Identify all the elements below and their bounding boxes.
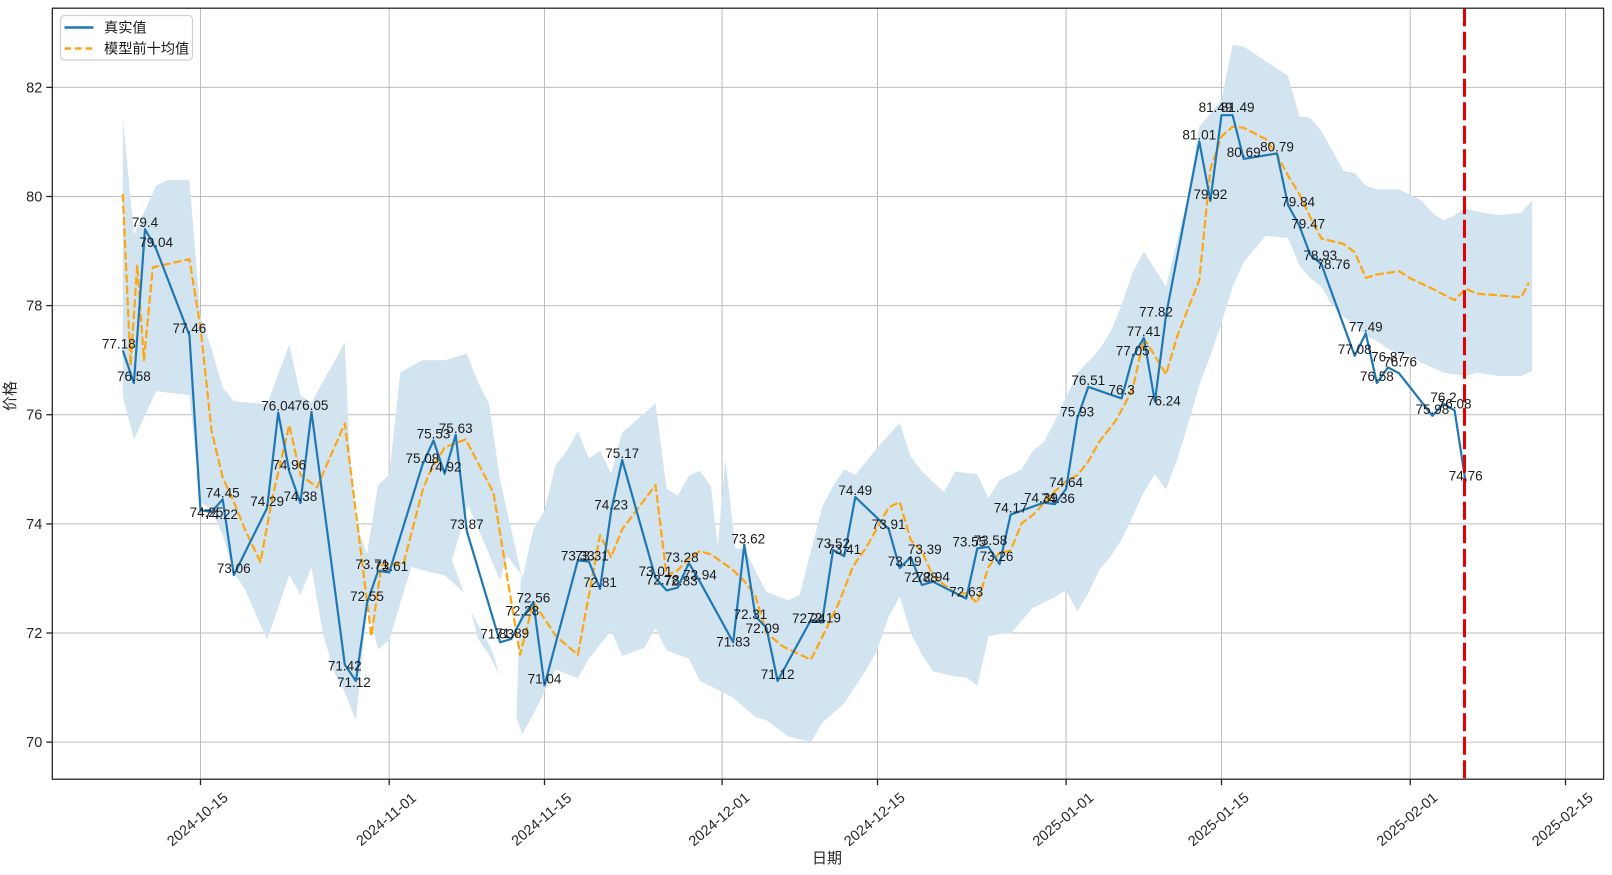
svg-text:78.93: 78.93 — [1303, 248, 1337, 263]
svg-text:75.17: 75.17 — [605, 446, 639, 461]
svg-text:78.76: 78.76 — [1317, 257, 1351, 272]
svg-text:79.47: 79.47 — [1291, 216, 1325, 231]
svg-text:72.19: 72.19 — [807, 611, 841, 626]
svg-text:72.83: 72.83 — [664, 574, 698, 589]
svg-text:73.87: 73.87 — [450, 517, 484, 532]
svg-text:74.64: 74.64 — [1049, 475, 1083, 490]
svg-text:77.41: 77.41 — [1127, 324, 1161, 339]
svg-text:73.58: 73.58 — [974, 533, 1008, 548]
svg-text:价格: 价格 — [2, 381, 19, 411]
svg-text:76.24: 76.24 — [1147, 394, 1181, 409]
svg-text:日期: 日期 — [812, 850, 842, 867]
svg-text:74.39: 74.39 — [1024, 491, 1058, 506]
svg-text:74.38: 74.38 — [284, 489, 318, 504]
svg-text:71.89: 71.89 — [495, 626, 529, 641]
svg-text:74: 74 — [26, 517, 42, 533]
svg-text:72.81: 72.81 — [583, 575, 617, 590]
svg-text:76.58: 76.58 — [1360, 369, 1394, 384]
svg-text:72.24: 72.24 — [792, 611, 826, 626]
svg-text:71.83: 71.83 — [716, 634, 750, 649]
svg-text:75.08: 75.08 — [406, 451, 440, 466]
svg-text:72.88: 72.88 — [904, 570, 938, 585]
svg-text:真实值: 真实值 — [104, 20, 147, 37]
svg-text:76.08: 76.08 — [1438, 396, 1472, 411]
svg-text:73.28: 73.28 — [665, 550, 699, 565]
svg-text:73.91: 73.91 — [872, 517, 906, 532]
svg-text:73.55: 73.55 — [952, 534, 986, 549]
svg-text:76.76: 76.76 — [1383, 354, 1417, 369]
svg-text:74.45: 74.45 — [206, 485, 240, 500]
svg-text:73.19: 73.19 — [888, 554, 922, 569]
svg-text:71.12: 71.12 — [761, 667, 795, 682]
svg-text:72.56: 72.56 — [517, 590, 551, 605]
svg-text:72.31: 72.31 — [734, 607, 768, 622]
svg-text:74.36: 74.36 — [1041, 491, 1075, 506]
svg-text:73.61: 73.61 — [374, 559, 408, 574]
svg-text:73.62: 73.62 — [731, 532, 765, 547]
svg-text:77.46: 77.46 — [173, 321, 207, 336]
svg-text:76: 76 — [26, 408, 42, 424]
svg-text:73.71: 73.71 — [355, 557, 389, 572]
svg-text:80.79: 80.79 — [1260, 139, 1294, 154]
svg-text:73.33: 73.33 — [561, 548, 595, 563]
svg-text:74.96: 74.96 — [272, 458, 306, 473]
svg-text:72.78: 72.78 — [646, 572, 680, 587]
svg-text:72: 72 — [26, 626, 42, 642]
svg-text:74.49: 74.49 — [838, 483, 872, 498]
svg-text:74.23: 74.23 — [594, 497, 628, 512]
svg-text:75.63: 75.63 — [439, 421, 473, 436]
svg-text:70: 70 — [26, 735, 42, 751]
svg-text:72.55: 72.55 — [350, 589, 384, 604]
svg-text:79.84: 79.84 — [1281, 195, 1315, 210]
svg-text:80.69: 80.69 — [1227, 145, 1261, 160]
svg-text:77.49: 77.49 — [1349, 319, 1383, 334]
svg-text:72.28: 72.28 — [505, 604, 539, 619]
svg-text:72.94: 72.94 — [916, 570, 950, 585]
svg-text:73.31: 73.31 — [575, 549, 609, 564]
svg-text:81.01: 81.01 — [1182, 127, 1216, 142]
svg-text:76.51: 76.51 — [1071, 373, 1105, 388]
svg-text:74.25: 74.25 — [190, 505, 224, 520]
svg-text:76.04: 76.04 — [261, 399, 295, 414]
svg-text:72.63: 72.63 — [949, 585, 983, 600]
svg-text:72.94: 72.94 — [683, 568, 717, 583]
svg-text:71.83: 71.83 — [480, 626, 514, 641]
svg-text:79.4: 79.4 — [132, 215, 159, 230]
svg-text:76.3: 76.3 — [1108, 382, 1134, 397]
svg-text:71.12: 71.12 — [337, 675, 371, 690]
svg-text:模型前十均值: 模型前十均值 — [104, 41, 189, 58]
svg-text:76.87: 76.87 — [1371, 349, 1405, 364]
svg-text:74.76: 74.76 — [1449, 468, 1483, 483]
svg-text:73.39: 73.39 — [908, 542, 942, 557]
svg-text:78: 78 — [26, 299, 42, 315]
svg-text:73.41: 73.41 — [827, 542, 861, 557]
svg-text:71.04: 71.04 — [528, 671, 562, 686]
svg-text:80: 80 — [26, 190, 42, 206]
svg-text:76.2: 76.2 — [1430, 390, 1456, 405]
svg-text:71.42: 71.42 — [328, 659, 362, 674]
svg-text:77.18: 77.18 — [102, 336, 136, 351]
svg-text:77.08: 77.08 — [1338, 342, 1372, 357]
svg-text:72.09: 72.09 — [746, 621, 780, 636]
svg-text:74.29: 74.29 — [250, 494, 284, 509]
svg-text:75.98: 75.98 — [1416, 402, 1450, 417]
svg-text:82: 82 — [26, 80, 42, 96]
svg-text:74.92: 74.92 — [428, 460, 462, 475]
svg-text:79.04: 79.04 — [139, 235, 173, 250]
svg-text:75.93: 75.93 — [1060, 405, 1094, 420]
svg-text:81.49: 81.49 — [1199, 100, 1233, 115]
svg-text:77.82: 77.82 — [1139, 304, 1173, 319]
svg-text:74.22: 74.22 — [204, 507, 238, 522]
svg-text:81.49: 81.49 — [1221, 100, 1255, 115]
svg-text:73.06: 73.06 — [217, 561, 251, 576]
svg-text:73.01: 73.01 — [639, 564, 673, 579]
svg-text:73.26: 73.26 — [980, 549, 1014, 564]
svg-text:79.92: 79.92 — [1194, 187, 1228, 202]
svg-text:75.53: 75.53 — [417, 426, 451, 441]
svg-text:76.58: 76.58 — [117, 369, 151, 384]
svg-text:77.05: 77.05 — [1116, 344, 1150, 359]
svg-text:73.52: 73.52 — [816, 536, 850, 551]
svg-text:74.17: 74.17 — [994, 501, 1028, 516]
svg-text:76.05: 76.05 — [295, 398, 329, 413]
